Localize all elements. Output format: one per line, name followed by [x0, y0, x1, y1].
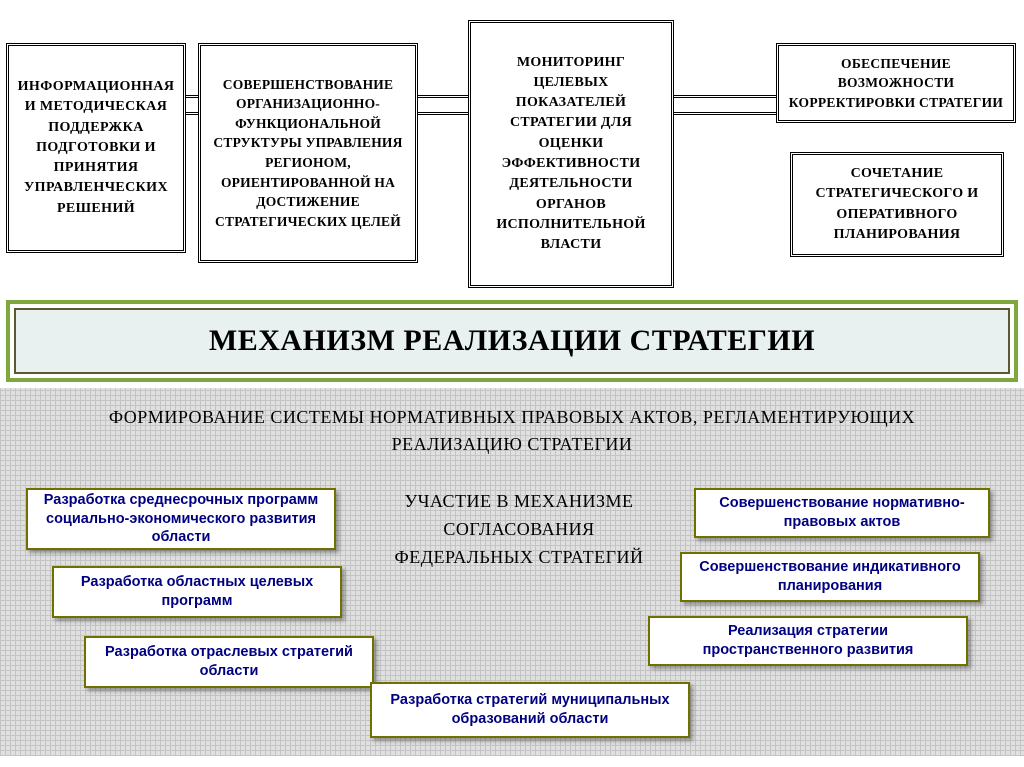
subtitle-text: ФОРМИРОВАНИЕ СИСТЕМЫ НОРМАТИВНЫХ ПРАВОВЫ… — [10, 404, 1014, 458]
top-box-4: СОЧЕТАНИЕ СТРАТЕГИЧЕСКОГО И ОПЕРАТИВНОГО… — [790, 152, 1004, 257]
lower-area: ФОРМИРОВАНИЕ СИСТЕМЫ НОРМАТИВНЫХ ПРАВОВЫ… — [0, 388, 1024, 756]
lower-box-1: Разработка областных целевых программ — [52, 566, 342, 618]
lower-box-4: Совершенствование индикативного планиров… — [680, 552, 980, 602]
title-band: МЕХАНИЗМ РЕАЛИЗАЦИИ СТРАТЕГИИ — [6, 300, 1018, 382]
lower-box-3: Совершенствование нормативно-правовых ак… — [694, 488, 990, 538]
top-row: ИНФОРМАЦИОННАЯ И МЕТОДИЧЕСКАЯ ПОДДЕРЖКА … — [0, 0, 1024, 292]
top-box-3: ОБЕСПЕЧЕНИЕ ВОЗМОЖНОСТИ КОРРЕКТИРОВКИ СТ… — [776, 43, 1016, 123]
top-box-1: СОВЕРШЕНСТВОВАНИЕ ОРГАНИЗАЦИОННО-ФУНКЦИО… — [198, 43, 418, 263]
top-box-2: МОНИТОРИНГ ЦЕЛЕВЫХ ПОКАЗАТЕЛЕЙ СТРАТЕГИИ… — [468, 20, 674, 288]
top-box-0: ИНФОРМАЦИОННАЯ И МЕТОДИЧЕСКАЯ ПОДДЕРЖКА … — [6, 43, 186, 253]
mid-text: УЧАСТИЕ В МЕХАНИЗМЕ СОГЛАСОВАНИЯ ФЕДЕРАЛ… — [374, 488, 664, 572]
lower-box-6: Разработка стратегий муниципальных образ… — [370, 682, 690, 738]
lower-box-0: Разработка среднесрочных программ социал… — [26, 488, 336, 550]
lower-box-2: Разработка отраслевых стратегий области — [84, 636, 374, 688]
lower-box-5: Реализация стратегии пространственного р… — [648, 616, 968, 666]
main-title: МЕХАНИЗМ РЕАЛИЗАЦИИ СТРАТЕГИИ — [14, 308, 1010, 374]
